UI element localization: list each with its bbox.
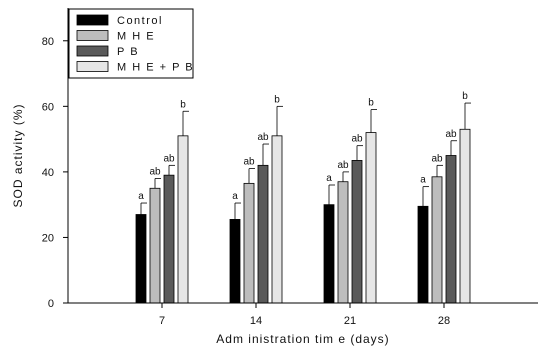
y-axis-title: SOD activity (%) — [11, 103, 25, 207]
bar — [135, 214, 147, 304]
legend-swatch — [76, 14, 109, 26]
significance-label: ab — [431, 153, 443, 164]
bar — [323, 204, 335, 304]
axes: 0 20 40 60 80 7 14 21 28 — [42, 8, 538, 327]
y-tick-label: 60 — [42, 101, 54, 113]
legend-label: P B — [117, 46, 139, 58]
bar — [337, 181, 349, 304]
significance-label: a — [138, 191, 144, 202]
legend-label: Control — [117, 15, 163, 27]
y-tick-label: 20 — [42, 232, 54, 244]
legend-swatch — [76, 30, 109, 41]
bar — [417, 205, 429, 304]
x-axis-title: Adm inistration tim e (days) — [216, 332, 389, 346]
x-tick-label: 21 — [344, 315, 356, 327]
x-tick-label: 14 — [250, 315, 262, 327]
bar — [257, 164, 269, 304]
bar — [351, 160, 363, 304]
bar — [271, 135, 283, 304]
significance-label: ab — [149, 166, 161, 177]
legend-swatch — [76, 45, 109, 57]
x-tick-label: 7 — [159, 315, 165, 327]
bar — [243, 182, 255, 304]
error-bars-layer — [140, 102, 471, 220]
bar — [149, 187, 161, 304]
significance-label: b — [368, 98, 374, 109]
legend-label: M H E + P B — [117, 62, 194, 74]
bar — [229, 219, 241, 304]
significance-label: b — [180, 99, 186, 110]
significance-label: ab — [445, 129, 457, 140]
bar — [445, 155, 457, 304]
significance-label: a — [420, 175, 426, 186]
bar — [365, 132, 377, 304]
y-tick-label: 40 — [42, 167, 54, 179]
bar — [163, 174, 175, 304]
legend-label: M H E — [117, 31, 155, 43]
y-tick-label: 80 — [42, 36, 54, 48]
y-tick-label: 0 — [48, 298, 54, 310]
significance-label: a — [326, 173, 332, 184]
bar — [459, 128, 471, 304]
significance-label: ab — [243, 157, 255, 168]
significance-label: ab — [337, 160, 349, 171]
bar — [431, 176, 443, 304]
legend-swatch — [76, 61, 109, 72]
bar — [177, 135, 189, 304]
legend: Control M H E P B M H E + P B — [68, 8, 194, 79]
x-tick-label: 28 — [438, 315, 450, 327]
significance-label: b — [274, 94, 280, 105]
significance-label: ab — [257, 132, 269, 143]
significance-label: ab — [351, 134, 363, 145]
significance-label: ab — [163, 153, 175, 164]
significance-label: b — [462, 91, 468, 102]
bars-layer — [135, 128, 471, 304]
significance-label: a — [232, 191, 238, 202]
